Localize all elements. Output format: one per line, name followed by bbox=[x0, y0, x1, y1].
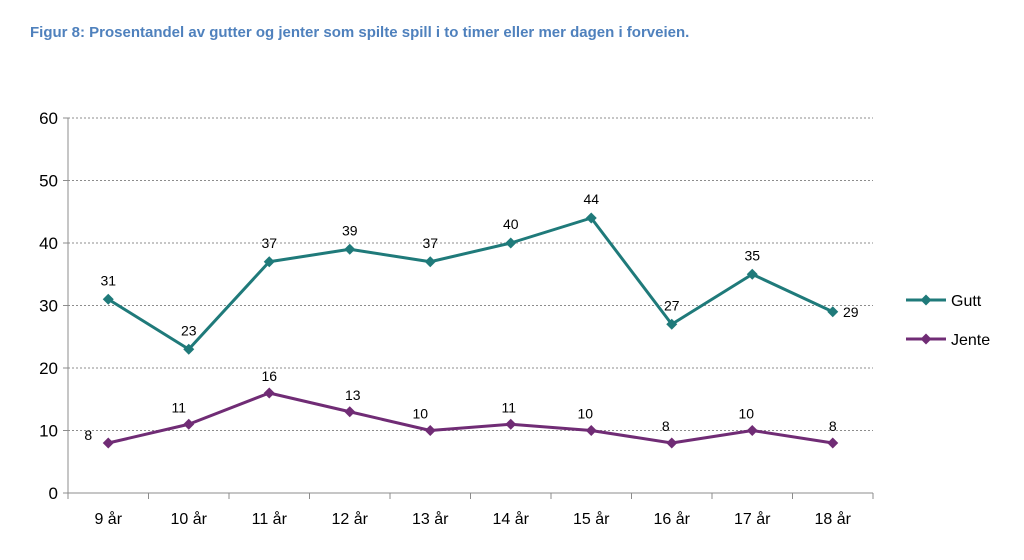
x-tick-label: 15 år bbox=[573, 510, 610, 528]
data-point-jente bbox=[746, 425, 758, 436]
legend-marker-gutt bbox=[920, 294, 932, 306]
data-point-jente bbox=[183, 418, 195, 430]
data-point-gutt bbox=[183, 343, 195, 355]
data-point-jente bbox=[344, 406, 356, 418]
x-tick-label: 17 år bbox=[734, 510, 771, 528]
data-label-jente: 8 bbox=[829, 418, 837, 434]
data-point-gutt bbox=[505, 237, 517, 249]
legend-marker-jente bbox=[920, 333, 932, 345]
data-label-jente: 13 bbox=[345, 387, 361, 403]
data-label-jente: 8 bbox=[662, 418, 670, 434]
data-label-gutt: 40 bbox=[503, 216, 519, 232]
data-point-jente bbox=[666, 437, 678, 449]
data-point-jente bbox=[424, 425, 436, 436]
data-label-jente: 11 bbox=[501, 399, 516, 415]
data-point-jente bbox=[827, 437, 839, 449]
x-tick-label: 9 år bbox=[94, 510, 122, 528]
data-point-jente bbox=[585, 425, 597, 436]
y-tick-label: 10 bbox=[39, 422, 58, 441]
x-axis-ticks: 9 år 10 år 11 år 12 år 13 år 14 år 15 år 16 år 1… bbox=[67, 493, 874, 528]
data-point-gutt bbox=[827, 306, 839, 318]
data-point-jente bbox=[505, 418, 517, 430]
y-tick-label: 60 bbox=[39, 109, 58, 128]
data-point-gutt bbox=[263, 256, 275, 268]
data-label-jente: 10 bbox=[738, 406, 754, 422]
data-label-gutt: 23 bbox=[181, 322, 197, 338]
data-point-gutt bbox=[344, 243, 356, 255]
data-label-jente: 10 bbox=[412, 406, 428, 422]
data-label-gutt: 27 bbox=[664, 297, 680, 313]
data-label-jente: 10 bbox=[577, 406, 593, 422]
x-tick-label: 18 år bbox=[815, 510, 852, 528]
x-tick-label: 14 år bbox=[493, 510, 530, 528]
data-label-gutt: 37 bbox=[261, 235, 277, 251]
y-axis-ticks: 0 10 20 30 40 50 60 bbox=[39, 109, 68, 503]
data-label-jente: 16 bbox=[261, 368, 277, 384]
data-point-jente bbox=[102, 437, 114, 449]
data-label-jente: 8 bbox=[84, 427, 92, 443]
figure-title: Figur 8: Prosentandel av gutter og jente… bbox=[30, 24, 690, 41]
data-point-gutt bbox=[102, 293, 114, 305]
data-point-gutt bbox=[585, 212, 597, 224]
data-label-gutt: 37 bbox=[422, 235, 438, 251]
series-line-gutt bbox=[107, 216, 834, 351]
data-label-gutt: 31 bbox=[100, 272, 116, 288]
legend-label-gutt: Gutt bbox=[951, 293, 982, 310]
series-line-jente bbox=[107, 391, 833, 445]
data-label-gutt: 29 bbox=[843, 304, 859, 320]
x-tick-label: 11 år bbox=[252, 510, 288, 528]
data-label-jente: 11 bbox=[171, 399, 186, 415]
data-point-gutt bbox=[666, 318, 678, 330]
data-point-gutt bbox=[424, 256, 436, 268]
data-labels: 31 23 37 39 37 40 44 27 35 29 8 11 16 13 10 11 10 8 10 8 bbox=[84, 191, 858, 443]
y-tick-label: 30 bbox=[39, 297, 58, 316]
y-tick-label: 40 bbox=[39, 234, 58, 253]
x-tick-label: 10 år bbox=[171, 510, 208, 528]
data-label-gutt: 35 bbox=[744, 247, 760, 263]
x-tick-label: 16 år bbox=[654, 510, 691, 528]
legend-label-jente: Jente bbox=[951, 332, 990, 349]
data-label-gutt: 44 bbox=[583, 191, 599, 207]
data-point-gutt bbox=[746, 268, 758, 280]
x-tick-label: 13 år bbox=[412, 510, 449, 528]
x-tick-label: 12 år bbox=[332, 510, 369, 528]
data-label-gutt: 39 bbox=[342, 222, 358, 238]
y-tick-label: 20 bbox=[39, 359, 58, 378]
y-tick-label: 50 bbox=[39, 172, 58, 191]
y-tick-label: 0 bbox=[49, 484, 58, 503]
legend: Gutt Jente bbox=[906, 293, 990, 349]
data-point-jente bbox=[263, 387, 275, 399]
series-group bbox=[102, 212, 839, 449]
